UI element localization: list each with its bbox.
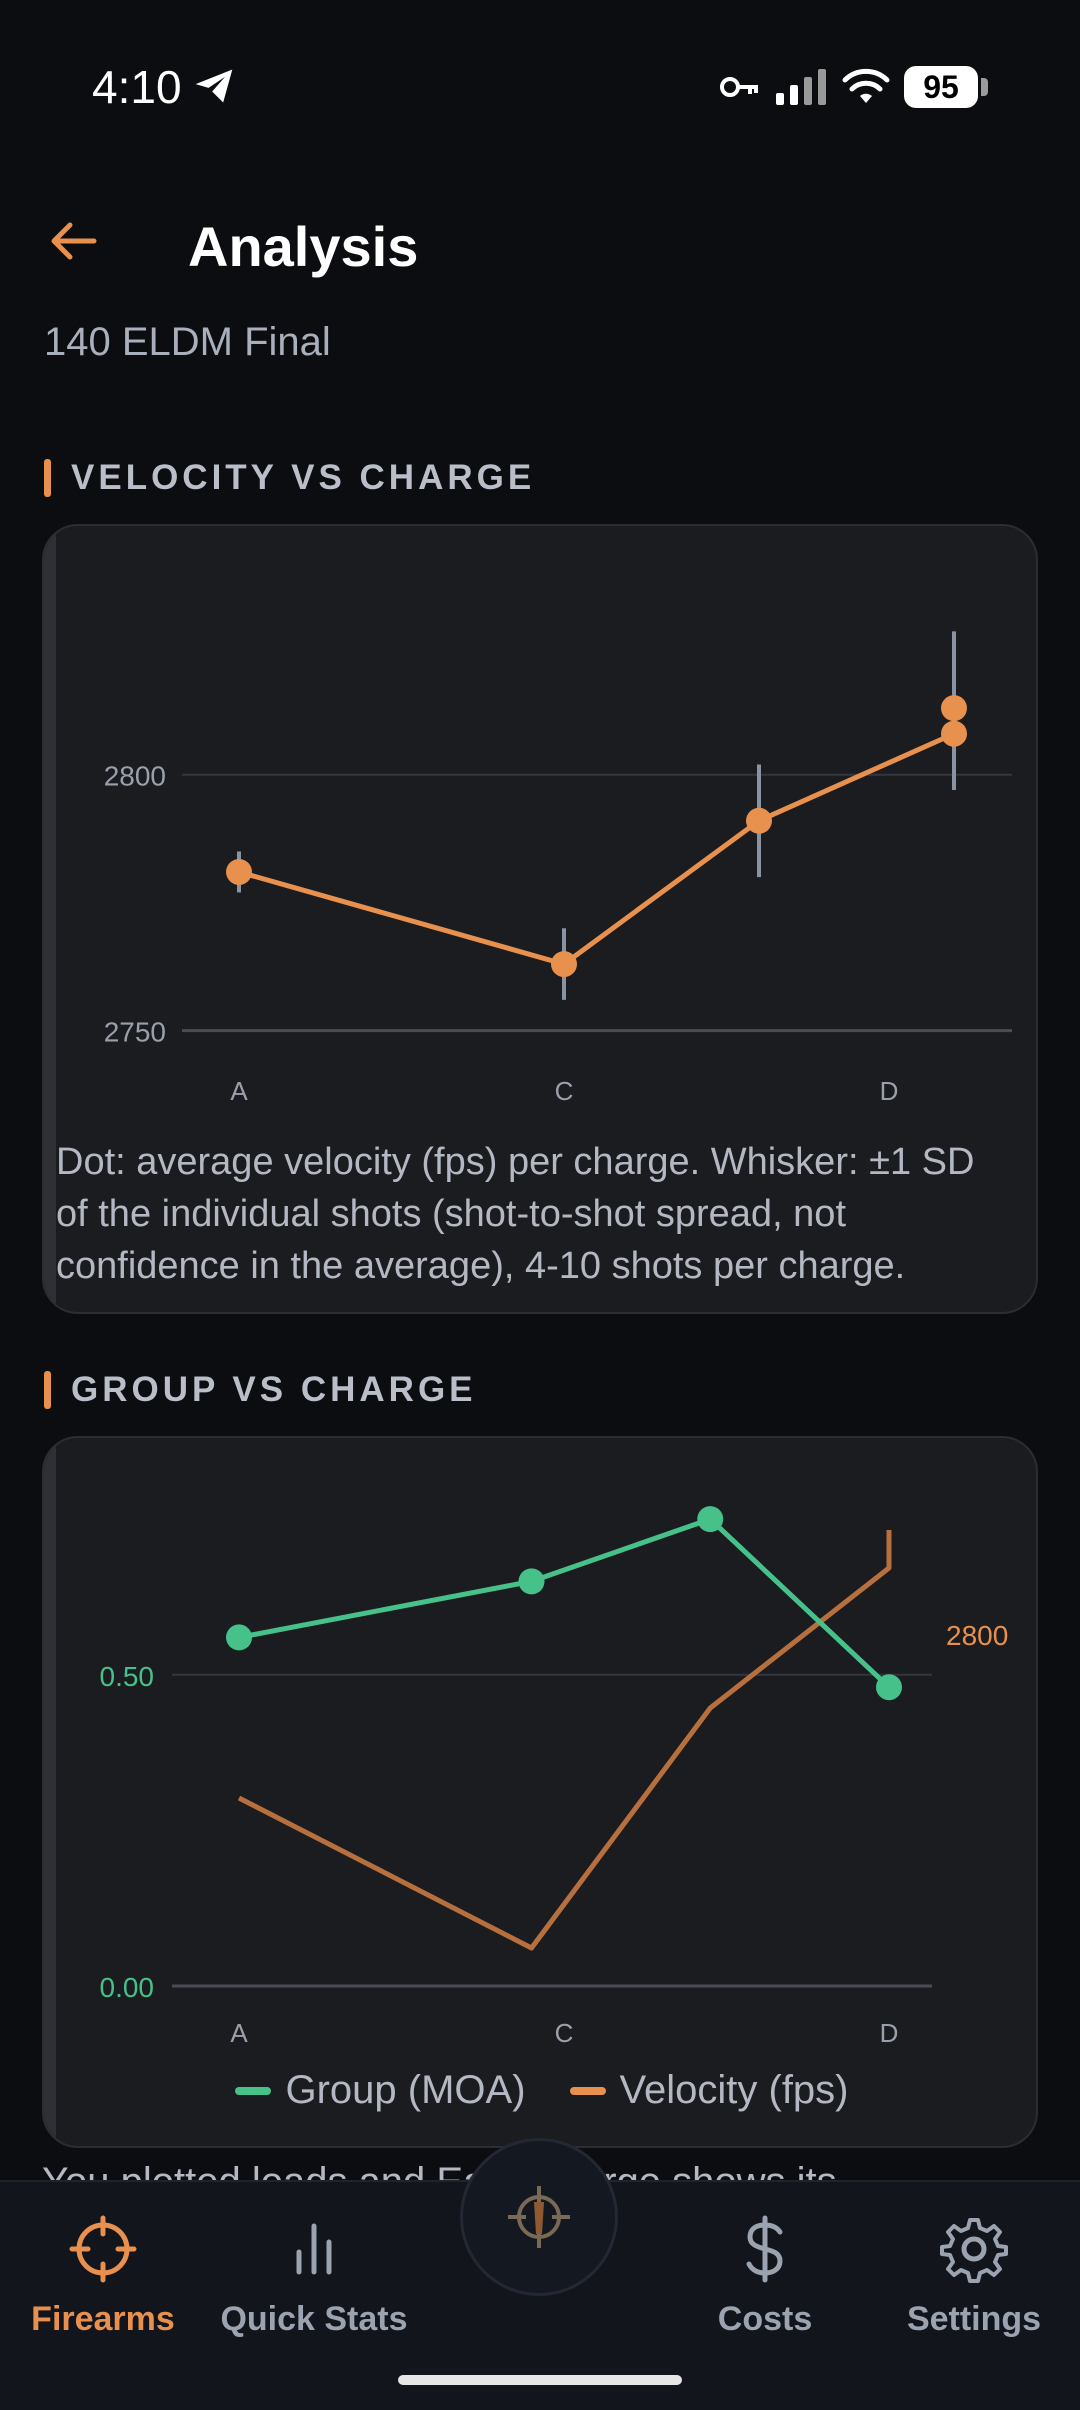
wifi-icon [842, 68, 890, 103]
group-point [226, 1624, 252, 1651]
load-name: 140 ELDM Final [44, 320, 331, 364]
group-x-tick-label: A [230, 2018, 248, 2048]
dollar-icon [746, 2215, 783, 2283]
velocity-series-line [238, 731, 956, 967]
nav-settings[interactable]: Settings [869, 2212, 1079, 2339]
section-title-group: GROUP VS CHARGE [71, 1370, 477, 1409]
velocity-x-tick-label: A [230, 1076, 248, 1106]
legend-label-velocity: Velocity (fps) [619, 2068, 849, 2112]
section-header-group: GROUP VS CHARGE [44, 1370, 477, 1410]
group-chart-legend: Group (MOA) Velocity (fps) [44, 2068, 1036, 2113]
nav-quick-stats[interactable]: Quick Stats [209, 2212, 419, 2339]
group-point [876, 1674, 902, 1701]
velocity-x-tick-label: D [880, 1076, 899, 1106]
battery-level: 95 [904, 66, 978, 108]
bar-chart-icon [296, 2223, 332, 2275]
legend-swatch-group [235, 2086, 272, 2095]
group-x-tick-label: D [880, 2018, 899, 2048]
velocity-x-tick-label: C [555, 1076, 574, 1106]
nav-label-costs: Costs [717, 2300, 813, 2338]
nav-costs[interactable]: Costs [660, 2212, 870, 2339]
target-logo-icon [508, 2186, 570, 2248]
status-icons: 95 [720, 62, 988, 112]
velocity-chart-card: 2750 2800 A C D Dot: average velocity (fps) … [42, 524, 1038, 1314]
velocity-y-tick-label: 2750 [104, 1017, 166, 1048]
status-bar: 4:10 95 [0, 0, 1080, 130]
nav-label-settings: Settings [906, 2300, 1042, 2338]
nav-firearms[interactable]: Firearms [0, 2212, 208, 2339]
velocity-point [941, 695, 967, 722]
group-right-y-tick-label: 2800 [946, 1620, 1008, 1651]
center-action-button[interactable] [460, 2138, 618, 2296]
back-button[interactable] [44, 212, 102, 270]
velocity-point [551, 951, 577, 978]
status-time: 4:10 [92, 61, 182, 113]
legend-label-group: Group (MOA) [285, 2068, 526, 2112]
group-x-tick-label: C [555, 2018, 574, 2048]
section-title-velocity: VELOCITY VS CHARGE [71, 458, 536, 497]
page-title: Analysis [188, 215, 419, 278]
crosshair-icon [69, 2215, 137, 2283]
legend-item-group[interactable]: Group (MOA) [235, 2068, 526, 2113]
group-y-tick-label: 0.00 [100, 1972, 155, 2003]
section-header-velocity: VELOCITY VS CHARGE [44, 458, 535, 498]
group-chart-card: 0.00 0.50 2800 A C D Group (MOA) Velocity (fp… [42, 1436, 1038, 2148]
telegram-icon [195, 69, 233, 103]
key-icon [720, 77, 758, 97]
group-point [518, 1568, 545, 1595]
nav-label-quick-stats: Quick Stats [220, 2300, 408, 2338]
signal-icon [776, 69, 826, 105]
group-point [697, 1506, 724, 1533]
battery-indicator: 95 [904, 66, 988, 108]
velocity-y-tick-label: 2800 [104, 761, 166, 792]
velocity-chart-caption: Dot: average velocity (fps) per charge. … [56, 1141, 975, 1287]
bottom-nav: Firearms Quick Stats Costs Settings [0, 2138, 1080, 2410]
gear-icon [940, 2218, 1008, 2283]
group-series-line [238, 1516, 891, 1690]
velocity-chart: 2750 2800 A C D [104, 631, 1012, 1106]
velocity-series-line [237, 1530, 892, 1951]
group-y-tick-label: 0.50 [100, 1661, 155, 1692]
legend-item-velocity[interactable]: Velocity (fps) [569, 2068, 849, 2113]
legend-swatch-velocity [569, 2086, 606, 2095]
arrow-left-icon [51, 222, 97, 260]
velocity-point [941, 720, 967, 747]
nav-label-firearms: Firearms [31, 2300, 175, 2338]
group-chart: 0.00 0.50 2800 A C D [100, 1506, 1008, 2048]
velocity-point [226, 858, 252, 885]
velocity-point [746, 807, 772, 834]
home-indicator [398, 2375, 682, 2385]
